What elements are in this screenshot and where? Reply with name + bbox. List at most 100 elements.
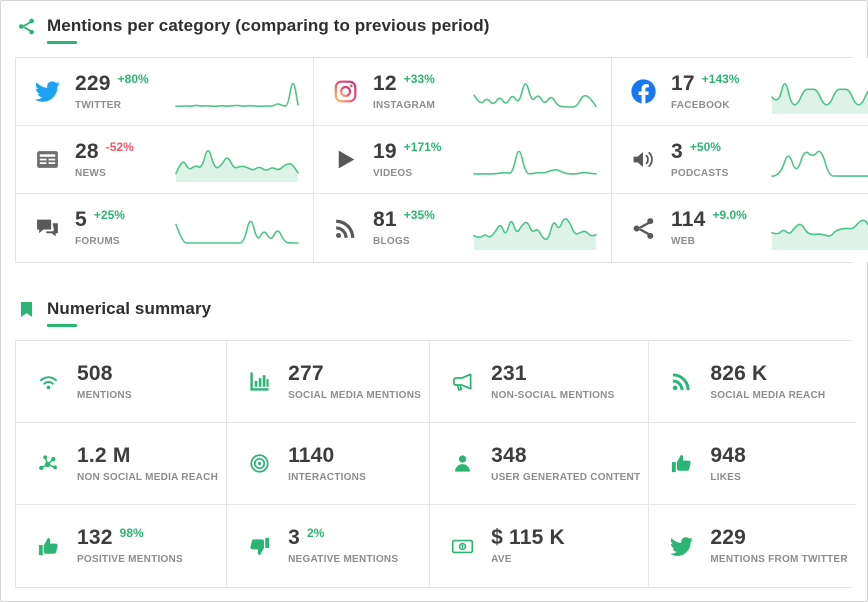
metric-value: 229	[75, 71, 111, 95]
category-tile-instagram: 12 +33% INSTAGRAM	[314, 58, 612, 126]
sparkline-chart	[473, 82, 597, 108]
summary-tile-likes: 948 LIKES	[649, 423, 856, 505]
metric-label: INSTAGRAM	[373, 99, 436, 111]
metric-value: 3	[671, 139, 683, 163]
metric-value: 19	[373, 139, 397, 163]
metric-value: 3	[288, 526, 300, 549]
share-icon	[17, 17, 36, 36]
sparkline-chart	[473, 218, 597, 250]
sparkline-chart	[473, 150, 597, 175]
person-icon	[451, 452, 474, 475]
category-tile-twitter: 229 +80% TWITTER	[16, 58, 314, 126]
twitter-icon	[670, 535, 694, 558]
metric-value: 114	[671, 208, 706, 231]
metric-value: 5	[75, 208, 87, 231]
metric-delta: +9.0%	[712, 208, 747, 222]
metric-value: 1.2 M	[77, 443, 131, 467]
metric-block: 132 98% POSITIVE MENTIONS	[77, 527, 183, 565]
target-icon	[248, 452, 271, 475]
summary-tile-mentions: 508 MENTIONS	[16, 341, 228, 423]
metric-value: 12	[373, 71, 397, 95]
categories-section-title: Mentions per category (comparing to prev…	[47, 16, 490, 35]
metric-block: 348 USER GENERATED CONTENT	[491, 445, 640, 483]
play-icon	[333, 147, 358, 172]
category-tile-podcasts: 3 +50% PODCASTS	[612, 126, 868, 194]
metric-label: LIKES	[710, 471, 742, 483]
metric-block: 81 +35% BLOGS	[373, 209, 471, 247]
metric-block: 1140 INTERACTIONS	[288, 445, 366, 483]
metric-label: SOCIAL MEDIA MENTIONS	[288, 389, 422, 401]
metric-label: SOCIAL MEDIA REACH	[710, 389, 826, 401]
metric-label: AVE	[491, 554, 512, 565]
metric-delta: +171%	[403, 139, 442, 154]
metric-delta: +80%	[117, 71, 149, 86]
summary-tile-non-social-mentions: 231 NON-SOCIAL MENTIONS	[430, 341, 650, 423]
sparkline-chart	[175, 82, 299, 107]
sparkline-chart	[771, 219, 868, 250]
metric-value: 508	[77, 361, 113, 385]
metric-block: 28 -52% NEWS	[75, 141, 173, 179]
metric-label: NON-SOCIAL MENTIONS	[491, 389, 615, 401]
metric-block: 826 K SOCIAL MEDIA REACH	[710, 363, 825, 401]
metric-label: FORUMS	[75, 236, 120, 247]
sparkline-chart	[175, 149, 299, 182]
metric-value: 1140	[288, 443, 335, 467]
summary-section-header: Numerical summary	[17, 299, 867, 327]
metric-block: 1.2 M NON SOCIAL MEDIA REACH	[77, 445, 218, 483]
metric-block: 3 2% NEGATIVE MENTIONS	[288, 527, 398, 565]
twitter-icon	[35, 79, 60, 104]
metric-block: 17 +143% FACEBOOK	[671, 73, 769, 111]
metric-block: 231 NON-SOCIAL MENTIONS	[491, 363, 614, 401]
newspaper-icon	[35, 147, 60, 172]
metric-block: 3 +50% PODCASTS	[671, 141, 769, 179]
category-tile-web: 114 +9.0% WEB	[612, 194, 868, 262]
metric-value: 132	[77, 526, 113, 549]
metric-delta: -52%	[105, 139, 134, 154]
summary-tile-non-social-media-reach: 1.2 M NON SOCIAL MEDIA REACH	[16, 423, 228, 505]
summary-tile-positive-mentions: 132 98% POSITIVE MENTIONS	[16, 505, 228, 587]
metric-label: VIDEOS	[373, 167, 413, 179]
metric-delta: +33%	[403, 71, 435, 86]
categories-grid: 229 +80% TWITTER 12 +33% INSTAGRAM 17 +1…	[15, 57, 868, 263]
summary-grid: 508 MENTIONS 277 SOCIAL MEDIA MENTIONS 2…	[15, 340, 856, 588]
metric-value: 348	[491, 443, 527, 467]
metric-label: BLOGS	[373, 236, 410, 247]
metric-value: 277	[288, 361, 324, 385]
summary-section-title: Numerical summary	[47, 299, 212, 318]
sparkline-chart	[771, 150, 868, 177]
category-tile-forums: 5 +25% FORUMS	[16, 194, 314, 262]
metric-label: MENTIONS	[77, 389, 132, 401]
metric-value: 28	[75, 139, 99, 163]
thumbdown-icon	[248, 535, 271, 558]
summary-tile-ave: $ 115 K AVE	[430, 505, 650, 587]
metric-block: 5 +25% FORUMS	[75, 209, 173, 247]
speaker-icon	[631, 147, 656, 172]
metric-label: USER GENERATED CONTENT	[491, 471, 641, 483]
metric-block: 229 +80% TWITTER	[75, 73, 173, 111]
metric-value: 17	[671, 71, 695, 95]
metric-block: 19 +171% VIDEOS	[373, 141, 471, 179]
metric-block: 229 MENTIONS FROM TWITTER	[710, 527, 847, 565]
metric-label: WEB	[671, 236, 696, 247]
sparkline-chart	[175, 220, 299, 244]
categories-section-header: Mentions per category (comparing to prev…	[17, 16, 867, 44]
metric-label: PODCASTS	[671, 167, 729, 179]
metric-block: 12 +33% INSTAGRAM	[373, 73, 471, 111]
metric-label: POSITIVE MENTIONS	[77, 554, 183, 565]
metric-value: 948	[710, 443, 746, 467]
metric-delta: 98%	[119, 526, 144, 540]
title-underline	[47, 41, 77, 44]
metric-delta: +50%	[689, 139, 721, 154]
summary-tile-user-generated-content: 348 USER GENERATED CONTENT	[430, 423, 650, 505]
money-icon	[451, 535, 474, 558]
metric-delta: +35%	[403, 208, 435, 222]
network-icon	[37, 452, 60, 475]
bookmark-icon	[17, 300, 36, 319]
summary-tile-social-media-reach: 826 K SOCIAL MEDIA REACH	[649, 341, 856, 423]
thumbup-icon	[37, 535, 60, 558]
summary-tile-negative-mentions: 3 2% NEGATIVE MENTIONS	[227, 505, 431, 587]
sparkline-chart	[771, 82, 868, 114]
metric-block: 277 SOCIAL MEDIA MENTIONS	[288, 363, 421, 401]
share-icon	[631, 216, 656, 241]
thumbup-icon	[670, 452, 693, 475]
